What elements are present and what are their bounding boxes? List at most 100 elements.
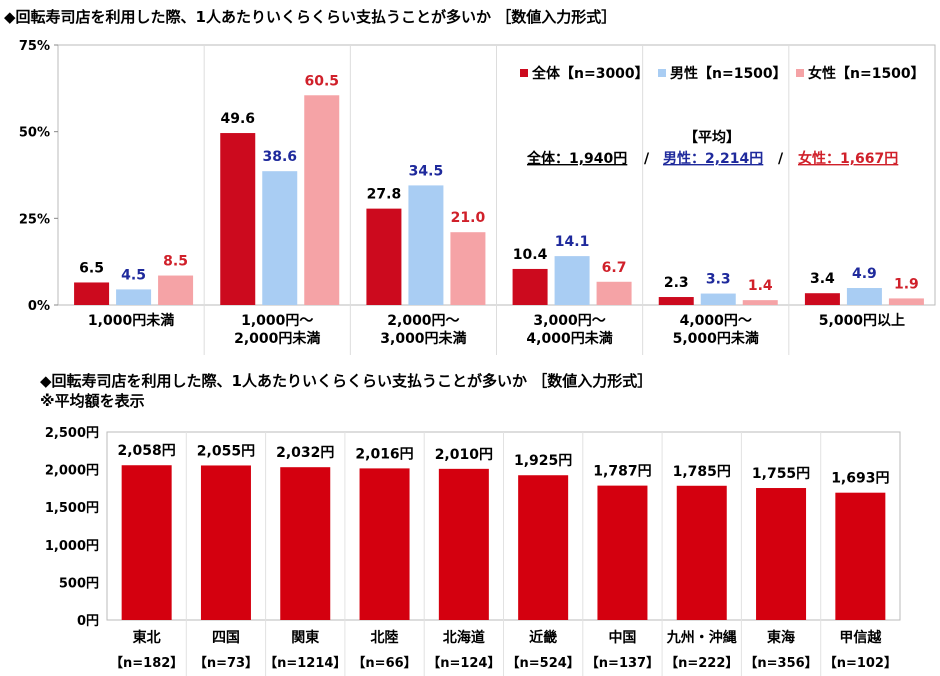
average-female: 女性：1,667円	[798, 150, 898, 167]
data-label: 38.6	[262, 149, 297, 165]
sample-size-label: 【n=73】	[194, 655, 258, 671]
bar	[359, 468, 410, 620]
y-tick-label: 2,500円	[45, 426, 99, 441]
sample-size-label: 【n=356】	[744, 655, 817, 671]
legend-swatch	[658, 69, 666, 77]
x-category-label: 2,000円未満	[234, 330, 320, 347]
sample-size-label: 【n=524】	[507, 655, 580, 671]
y-tick-label: 1,000円	[45, 539, 99, 554]
legend-swatch	[520, 69, 528, 77]
y-tick-label: 75%	[19, 39, 50, 54]
data-label: 2.3	[664, 275, 689, 291]
bar	[756, 488, 807, 620]
bar	[280, 467, 331, 620]
x-category-label: 九州・沖縄	[666, 629, 737, 646]
data-label: 6.7	[602, 260, 627, 276]
sample-size-label: 【n=66】	[352, 655, 416, 671]
y-tick-label: 0円	[77, 614, 99, 629]
y-tick-label: 2,000円	[45, 464, 99, 479]
data-label: 4.5	[121, 267, 146, 283]
data-label: 2,032円	[276, 445, 334, 461]
y-tick-label: 1,500円	[45, 501, 99, 516]
bar	[700, 293, 736, 305]
y-tick-label: 50%	[19, 126, 50, 141]
y-tick-label: 0%	[28, 299, 50, 314]
x-category-label: 中国	[608, 629, 636, 646]
legend-entry: 全体【n=3000】	[531, 65, 649, 82]
data-label: 1,755円	[752, 466, 810, 482]
bar	[804, 293, 840, 305]
bar	[450, 232, 486, 305]
data-label: 1,693円	[831, 471, 889, 487]
x-category-label: 3,000円～	[533, 313, 605, 329]
data-label: 1.4	[748, 278, 773, 294]
x-category-label: 1,000円～	[241, 313, 313, 329]
data-label: 1,925円	[514, 453, 572, 469]
bar	[742, 300, 778, 305]
bar	[846, 288, 882, 305]
data-label: 49.6	[220, 111, 255, 127]
data-label: 4.9	[852, 266, 877, 282]
x-category-label: 関東	[291, 629, 319, 646]
sample-size-label: 【n=182】	[110, 655, 183, 671]
sample-size-label: 【n=222】	[665, 655, 738, 671]
legend-swatch	[796, 69, 804, 77]
data-label: 60.5	[304, 73, 339, 89]
bar	[888, 298, 924, 305]
x-category-label: 1,000円未満	[88, 312, 174, 329]
average-heading: 【平均】	[684, 129, 740, 146]
bar	[554, 256, 590, 305]
data-label: 1,787円	[593, 464, 651, 480]
sample-size-label: 【n=137】	[586, 655, 659, 671]
bar	[200, 465, 251, 620]
average-separator: /	[778, 151, 784, 167]
bar	[304, 95, 340, 306]
x-category-label: 5,000円未満	[673, 330, 759, 347]
data-label: 1,785円	[673, 464, 731, 480]
x-category-label: 3,000円未満	[380, 330, 466, 347]
data-label: 21.0	[451, 210, 486, 226]
x-category-label: 4,000円～	[680, 313, 752, 329]
x-category-label: 四国	[212, 630, 240, 646]
data-label: 2,058円	[118, 443, 176, 459]
data-label: 1.9	[894, 276, 919, 292]
data-label: 3.4	[810, 271, 835, 287]
x-category-label: 5,000円以上	[819, 313, 905, 329]
data-label: 6.5	[79, 260, 104, 276]
bar	[121, 465, 172, 620]
bar	[74, 282, 110, 305]
x-category-label: 2,000円～	[387, 313, 459, 329]
average-male: 男性：2,214円	[663, 150, 763, 167]
y-tick-label: 25%	[19, 212, 50, 227]
bar	[408, 185, 444, 305]
y-tick-label: 500円	[59, 576, 99, 591]
data-label: 14.1	[555, 234, 590, 250]
x-category-label: 甲信越	[839, 629, 882, 646]
data-label: 10.4	[513, 247, 548, 263]
average-separator: /	[644, 151, 650, 167]
chart2-title: ◆回転寿司店を利用した際、1人あたりいくらくらい支払うことが多いか ［数値入力形…	[40, 372, 652, 390]
bar	[512, 268, 548, 305]
x-category-label: 東海	[767, 629, 795, 646]
x-category-label: 北海道	[443, 629, 485, 646]
bar	[518, 475, 569, 620]
x-category-label: 4,000円未満	[526, 330, 612, 347]
x-category-label: 東北	[133, 629, 161, 646]
legend-entry: 男性【n=1500】	[670, 65, 787, 82]
sample-size-label: 【n=102】	[824, 655, 897, 671]
bar	[158, 275, 194, 305]
bar	[438, 468, 489, 620]
bar	[835, 492, 886, 620]
chart1-title: ◆回転寿司店を利用した際、1人あたりいくらくらい支払うことが多いか ［数値入力形…	[4, 8, 616, 26]
x-category-label: 北陸	[371, 629, 399, 646]
bar	[658, 297, 694, 305]
bar	[262, 171, 298, 305]
data-label: 2,055円	[197, 443, 255, 459]
bar	[596, 281, 632, 305]
data-label: 3.3	[706, 272, 731, 288]
data-label: 2,016円	[355, 446, 413, 462]
data-label: 2,010円	[435, 447, 493, 463]
bar	[597, 485, 648, 620]
data-label: 27.8	[367, 187, 402, 203]
